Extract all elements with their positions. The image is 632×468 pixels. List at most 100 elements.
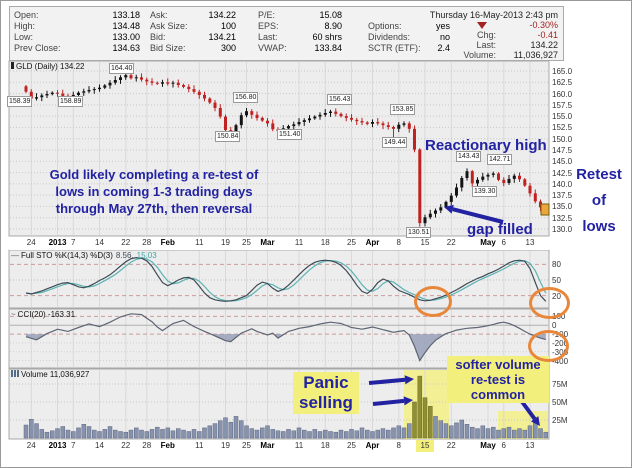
quote-field: Ask Size: 100 <box>150 21 236 31</box>
wave-icon: ~ <box>11 310 16 319</box>
quote-field: Bid: 134.21 <box>150 32 236 42</box>
x-axis-tick-label: 22 <box>121 441 131 450</box>
quote-field: P/E: 15.08 <box>258 10 342 20</box>
x-axis-tick-label: 6 <box>501 441 506 450</box>
price-callout-label: 149.44 <box>382 137 408 148</box>
price-axis-label: 157.5 <box>552 100 573 110</box>
reactionary-high-annotation: Reactionary high <box>425 137 547 154</box>
x-axis-tick-label: 11 <box>294 441 304 450</box>
x-axis-tick-label: 22 <box>446 441 456 450</box>
price-callout-label: 139.30 <box>472 186 498 197</box>
x-axis-tick-label: 19 <box>221 441 230 450</box>
x-axis-tick-label: 11 <box>294 238 304 247</box>
x-axis-tick-label: 8 <box>396 441 401 450</box>
x-axis-tick-label: Feb <box>160 238 175 247</box>
x-axis-tick-label: 11 <box>195 238 204 247</box>
x-axis-tick-label: 13 <box>525 441 535 450</box>
quote-field: Options: yes <box>368 21 450 31</box>
price-axis-label: 150.0 <box>552 134 573 144</box>
price-axis-label: 142.5 <box>552 168 573 178</box>
stoch-k-value: 8.56, <box>115 251 134 260</box>
cci-panel-title: ~ CCI(20) -163.31 <box>11 310 75 319</box>
volume-label: Volume: <box>463 50 496 60</box>
x-axis-tick-label: 2013 <box>48 238 67 247</box>
quote-field: Prev Close: 134.63 <box>14 43 140 53</box>
volume-value: 11,036,927 <box>513 50 558 60</box>
chg-value: -0.41 <box>537 30 558 40</box>
price-callout-label: 156.80 <box>233 92 259 103</box>
quote-change-block: Thursday 16-May-2013 2:43 pm -0.30% Chg:… <box>358 10 558 60</box>
quote-field: VWAP: 133.84 <box>258 43 342 53</box>
x-axis-tick-label: 14 <box>95 238 104 247</box>
oversold-circle-cci-current <box>528 330 569 362</box>
x-axis-tick-label: 8 <box>396 238 401 247</box>
quote-field: Dividends: no <box>368 32 450 42</box>
gap-filled-annotation: gap filled <box>467 221 533 238</box>
x-axis-tick-label: 11 <box>195 441 204 450</box>
price-callout-label: 130.51 <box>406 227 432 238</box>
stoch-axis-label: 50 <box>552 276 561 285</box>
price-axis-label: 130.0 <box>552 225 573 234</box>
x-axis-tick-label: 22 <box>446 238 456 247</box>
quote-field: Low: 133.00 <box>14 32 140 42</box>
quote-field: SCTR (ETF): 2.4 <box>368 43 450 53</box>
main-annotation: Gold likely completing a re-test of lows… <box>49 167 259 216</box>
x-axis-tick-label: May <box>480 238 496 247</box>
x-axis-tick-label: 25 <box>347 238 356 247</box>
x-axis-tick-label: 14 <box>95 441 104 450</box>
price-callout-label: 158.89 <box>58 96 84 107</box>
x-axis-tick-label: 7 <box>71 238 76 247</box>
quote-field: High: 134.48 <box>14 21 140 31</box>
cci-label: CCI(20) -163.31 <box>17 310 76 319</box>
x-axis-tick-label: 7 <box>71 441 76 450</box>
price-callout-label: 158.39 <box>7 96 33 107</box>
price-axis-label: 147.5 <box>552 146 573 155</box>
softer-volume-annotation: softer volume re-test is common <box>447 356 549 403</box>
x-axis-tick-label: 18 <box>320 238 330 247</box>
price-axis-label: 155.0 <box>552 112 573 122</box>
last-price-marker <box>540 203 550 216</box>
x-axis-tick-label: 25 <box>242 441 251 450</box>
volume-panel-title: Volume 11,036,927 <box>11 370 89 379</box>
price-axis-label: 137.5 <box>552 191 573 201</box>
price-callout-label: 142.71 <box>487 154 513 165</box>
quote-field: Bid Size: 300 <box>150 43 236 53</box>
x-axis-tick-label: 28 <box>142 441 152 450</box>
volume-bars <box>23 375 549 439</box>
x-axis-tick-label: 25 <box>347 441 356 450</box>
x-axis-tick-label: Mar <box>260 441 275 450</box>
volume-axis-label: 75M <box>552 380 568 389</box>
x-axis-tick-label: 28 <box>142 238 152 247</box>
x-axis-tick-label: 22 <box>121 238 131 247</box>
quote-col-bidask: Ask: 134.22 Ask Size: 100 Bid: 134.21 Bid Size… <box>150 10 236 54</box>
price-callout-label: 150.84 <box>215 131 241 142</box>
price-axis-label: 140.0 <box>552 179 573 189</box>
stoch-panel-title: — Full STO %K(14,3) %D(3) 8.56, 15.03 <box>11 251 157 260</box>
line-icon: — <box>11 251 19 260</box>
x-axis-tick-label: May <box>480 441 496 450</box>
quote-summary-bar: Open: 133.18 High: 134.48 Low: 133.00 Prev Clo… <box>9 6 564 61</box>
price-callout-label: 164.40 <box>109 63 135 74</box>
quote-field: Ask: 134.22 <box>150 10 236 20</box>
percent-change: -0.30% <box>529 20 558 30</box>
x-axis-tick-label: 13 <box>525 238 535 247</box>
volume-bars-icon <box>11 370 19 377</box>
panic-selling-annotation: Panic selling <box>293 372 359 414</box>
quote-col-price: Open: 133.18 High: 134.48 Low: 133.00 Prev Clo… <box>14 10 140 54</box>
quote-col-flags: Options: yes Dividends: no SCTR (ETF): 2.4 <box>368 21 450 54</box>
price-axis-label: 132.5 <box>552 213 573 223</box>
x-axis-tick-label: 6 <box>501 238 506 247</box>
candlestick-icon <box>11 62 14 69</box>
price-axis-label: 152.5 <box>552 123 573 133</box>
retest-of-lows-annotation: Retest of lows <box>576 166 622 235</box>
oversold-circle-stoch-current <box>529 287 570 319</box>
x-axis-tick-label: 15 <box>420 238 430 247</box>
price-axis-label: 165.0 <box>552 67 573 76</box>
oversold-circle-stoch-april <box>414 286 452 317</box>
last-label: Last: <box>476 40 496 50</box>
volume-axis-label: 25M <box>552 416 568 425</box>
x-axis-tick-label: 25 <box>242 238 251 247</box>
volume-axis-label: 50M <box>552 398 568 407</box>
quote-col-fundamentals: P/E: 15.08 EPS: 8.90 Last: 60 shrs VWAP: 133.84 <box>258 10 342 54</box>
